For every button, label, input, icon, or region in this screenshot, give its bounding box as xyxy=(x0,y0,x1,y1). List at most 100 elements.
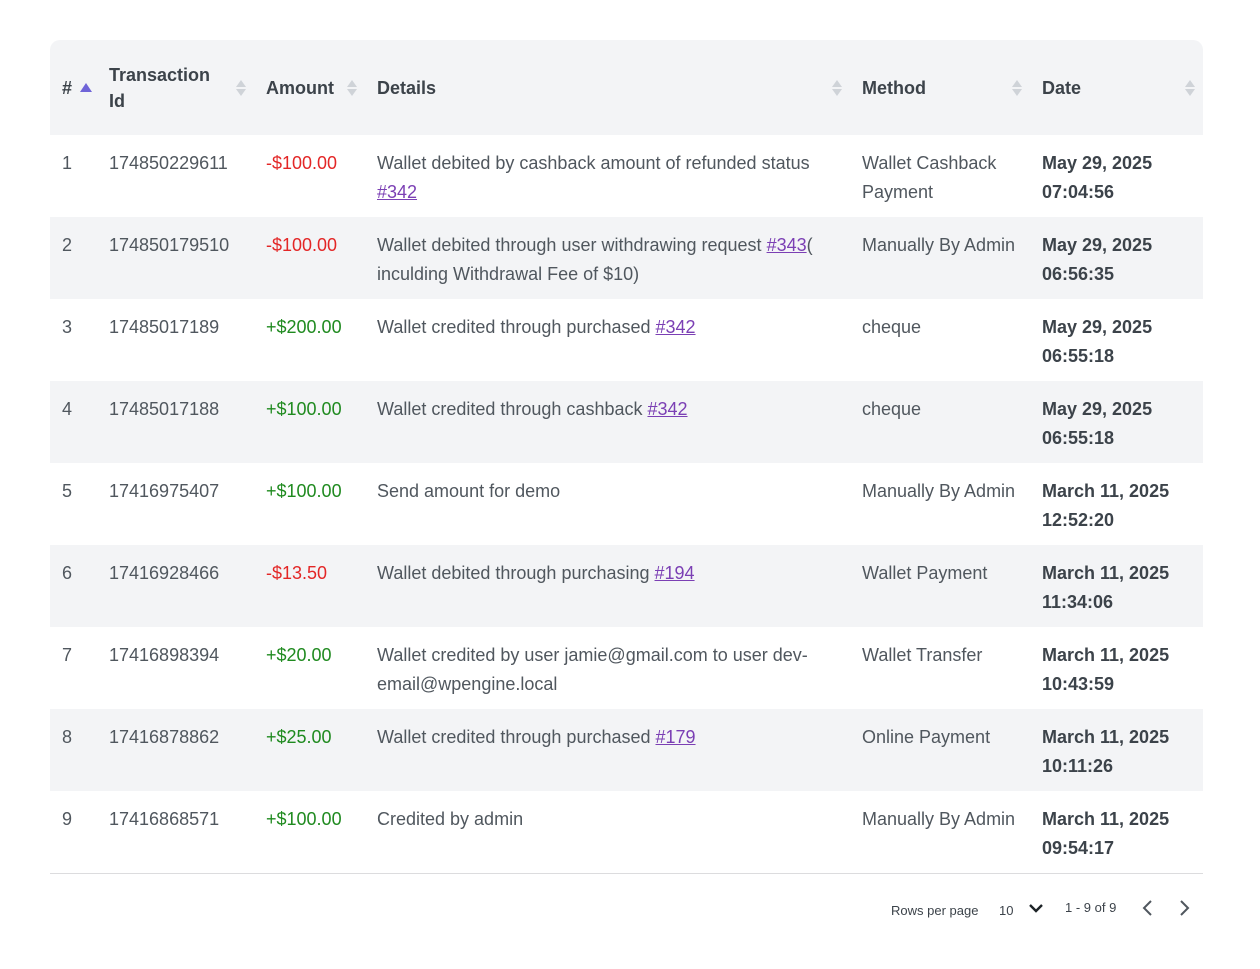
time-value: 07:04:56 xyxy=(1042,182,1115,202)
order-link[interactable]: #342 xyxy=(647,399,688,419)
amount: +$200.00 xyxy=(266,317,342,337)
amount: -$100.00 xyxy=(266,235,338,255)
sort-ascending-icon[interactable] xyxy=(80,83,93,92)
column-header-label: Amount xyxy=(266,77,334,98)
date: March 11, 2025 10:11:26 xyxy=(1030,709,1203,791)
details: Wallet debited through purchasing #194 xyxy=(365,545,850,627)
details: Wallet credited by user jamie@gmail.com … xyxy=(365,627,850,709)
details-text: Wallet debited through user withdrawing … xyxy=(377,235,767,255)
details-text: Wallet credited by user jamie@gmail.com … xyxy=(377,645,808,694)
column-header-amount[interactable]: Amount xyxy=(254,40,365,135)
method: Wallet Cashback Payment xyxy=(862,153,997,202)
transaction-id: 17485017188 xyxy=(109,399,220,419)
details-text: Wallet credited through cashback xyxy=(377,399,648,419)
amount: -$13.50 xyxy=(266,563,328,583)
date-value: March 11, 2025 xyxy=(1042,645,1170,665)
transactions-table-container: # Transaction Id Amount xyxy=(50,40,1203,874)
date: March 11, 2025 10:43:59 xyxy=(1030,627,1203,709)
order-link[interactable]: #179 xyxy=(655,727,696,747)
sort-icon[interactable] xyxy=(832,79,842,96)
transaction-id: 17416868571 xyxy=(97,791,254,874)
date-value: May 29, 2025 xyxy=(1042,317,1153,337)
rows-per-page-select[interactable]: 10 xyxy=(999,903,1014,918)
details-text: Wallet credited through purchased xyxy=(377,727,656,747)
column-header-method[interactable]: Method xyxy=(850,40,1030,135)
details-suffix: ( inculding Withdrawal Fee of $10) xyxy=(377,235,813,284)
table-row: 8 17416878862 +$25.00 Wallet credited throu… xyxy=(50,709,1203,791)
date: May 29, 2025 06:56:35 xyxy=(1030,217,1203,299)
method: Wallet Payment xyxy=(862,563,988,583)
rows-per-page-label: Rows per page xyxy=(891,903,979,918)
order-link[interactable]: #343 xyxy=(766,235,807,255)
details-text: Send amount for demo xyxy=(377,481,561,501)
date: March 11, 2025 11:34:06 xyxy=(1030,545,1203,627)
time-value: 09:54:17 xyxy=(1042,838,1115,858)
table-row: 9 17416868571 +$100.00 Credited by admin Man… xyxy=(50,791,1203,874)
amount: +$100.00 xyxy=(266,399,342,419)
transaction-id: 174850229611 xyxy=(109,153,228,173)
transaction-id: 17416975407 xyxy=(109,481,220,501)
order-link[interactable]: #342 xyxy=(655,317,696,337)
method: Manually By Admin xyxy=(862,481,1016,501)
table-row: 4 17485017188 +$100.00 Wallet credited thro… xyxy=(50,381,1203,463)
pagination-range: 1 - 9 of 9 xyxy=(1065,900,1117,915)
details: Send amount for demo xyxy=(365,463,850,545)
details: Wallet credited through purchased #179 xyxy=(365,709,850,791)
details: Wallet debited through user withdrawing … xyxy=(365,217,850,299)
time-value: 10:43:59 xyxy=(1042,674,1115,694)
method: Manually By Admin xyxy=(862,235,1016,255)
time-value: 06:56:35 xyxy=(1042,264,1115,284)
details-text: Wallet debited by cashback amount of ref… xyxy=(377,153,810,173)
details: Wallet credited through cashback #342 xyxy=(365,381,850,463)
sort-icon[interactable] xyxy=(1185,79,1195,96)
method: cheque xyxy=(862,399,922,419)
table-row: 2 174850179510 -$100.00 Wallet debited thro… xyxy=(50,217,1203,299)
date: May 29, 2025 06:55:18 xyxy=(1030,381,1203,463)
date-value: May 29, 2025 xyxy=(1042,399,1153,419)
date: March 11, 2025 12:52:20 xyxy=(1030,463,1203,545)
column-header-label: Method xyxy=(862,77,926,98)
row-number: 5 xyxy=(62,481,73,501)
sort-icon[interactable] xyxy=(1012,79,1022,96)
date: May 29, 2025 07:04:56 xyxy=(1030,135,1203,217)
method: cheque xyxy=(862,317,922,337)
date-value: March 11, 2025 xyxy=(1042,809,1170,829)
row-number: 3 xyxy=(62,317,73,337)
row-number: 1 xyxy=(62,153,73,173)
row-number: 2 xyxy=(62,235,73,255)
sort-icon[interactable] xyxy=(347,79,357,96)
column-header-details[interactable]: Details xyxy=(365,40,850,135)
row-number: 6 xyxy=(62,563,73,583)
row-number: 9 xyxy=(50,791,97,874)
sort-icon[interactable] xyxy=(236,79,246,96)
time-value: 11:34:06 xyxy=(1042,592,1114,612)
column-header-label: Date xyxy=(1042,77,1082,98)
chevron-down-icon[interactable] xyxy=(1027,899,1045,917)
date-value: May 29, 2025 xyxy=(1042,235,1153,255)
chevron-right-icon[interactable] xyxy=(1176,897,1192,919)
table-row: 5 17416975407 +$100.00 Send amount for demo… xyxy=(50,463,1203,545)
table-header-row: # Transaction Id Amount xyxy=(50,40,1203,135)
table-row: 1 174850229611 -$100.00 Wallet debited by c… xyxy=(50,135,1203,217)
amount: +$100.00 xyxy=(266,481,342,501)
column-header-transaction-id[interactable]: Transaction Id xyxy=(97,40,254,135)
transaction-id: 174850179510 xyxy=(109,235,230,255)
method: Wallet Transfer xyxy=(862,645,983,665)
column-header-label: Details xyxy=(377,77,437,98)
transaction-id: 17485017189 xyxy=(109,317,220,337)
column-header-date[interactable]: Date xyxy=(1030,40,1203,135)
time-value: 12:52:20 xyxy=(1042,510,1115,530)
order-link[interactable]: #342 xyxy=(377,182,418,202)
time-value: 10:11:26 xyxy=(1042,756,1114,776)
date: May 29, 2025 06:55:18 xyxy=(1030,299,1203,381)
details-text: Wallet debited through purchasing xyxy=(377,563,655,583)
transaction-id: 17416928466 xyxy=(109,563,220,583)
amount: +$25.00 xyxy=(266,727,332,747)
chevron-left-icon[interactable] xyxy=(1140,897,1156,919)
details: Wallet credited through purchased #342 xyxy=(365,299,850,381)
date-value: March 11, 2025 xyxy=(1042,563,1170,583)
date-value: March 11, 2025 xyxy=(1042,481,1170,501)
column-header-number[interactable]: # xyxy=(50,40,97,135)
order-link[interactable]: #194 xyxy=(654,563,695,583)
row-number: 8 xyxy=(62,727,73,747)
